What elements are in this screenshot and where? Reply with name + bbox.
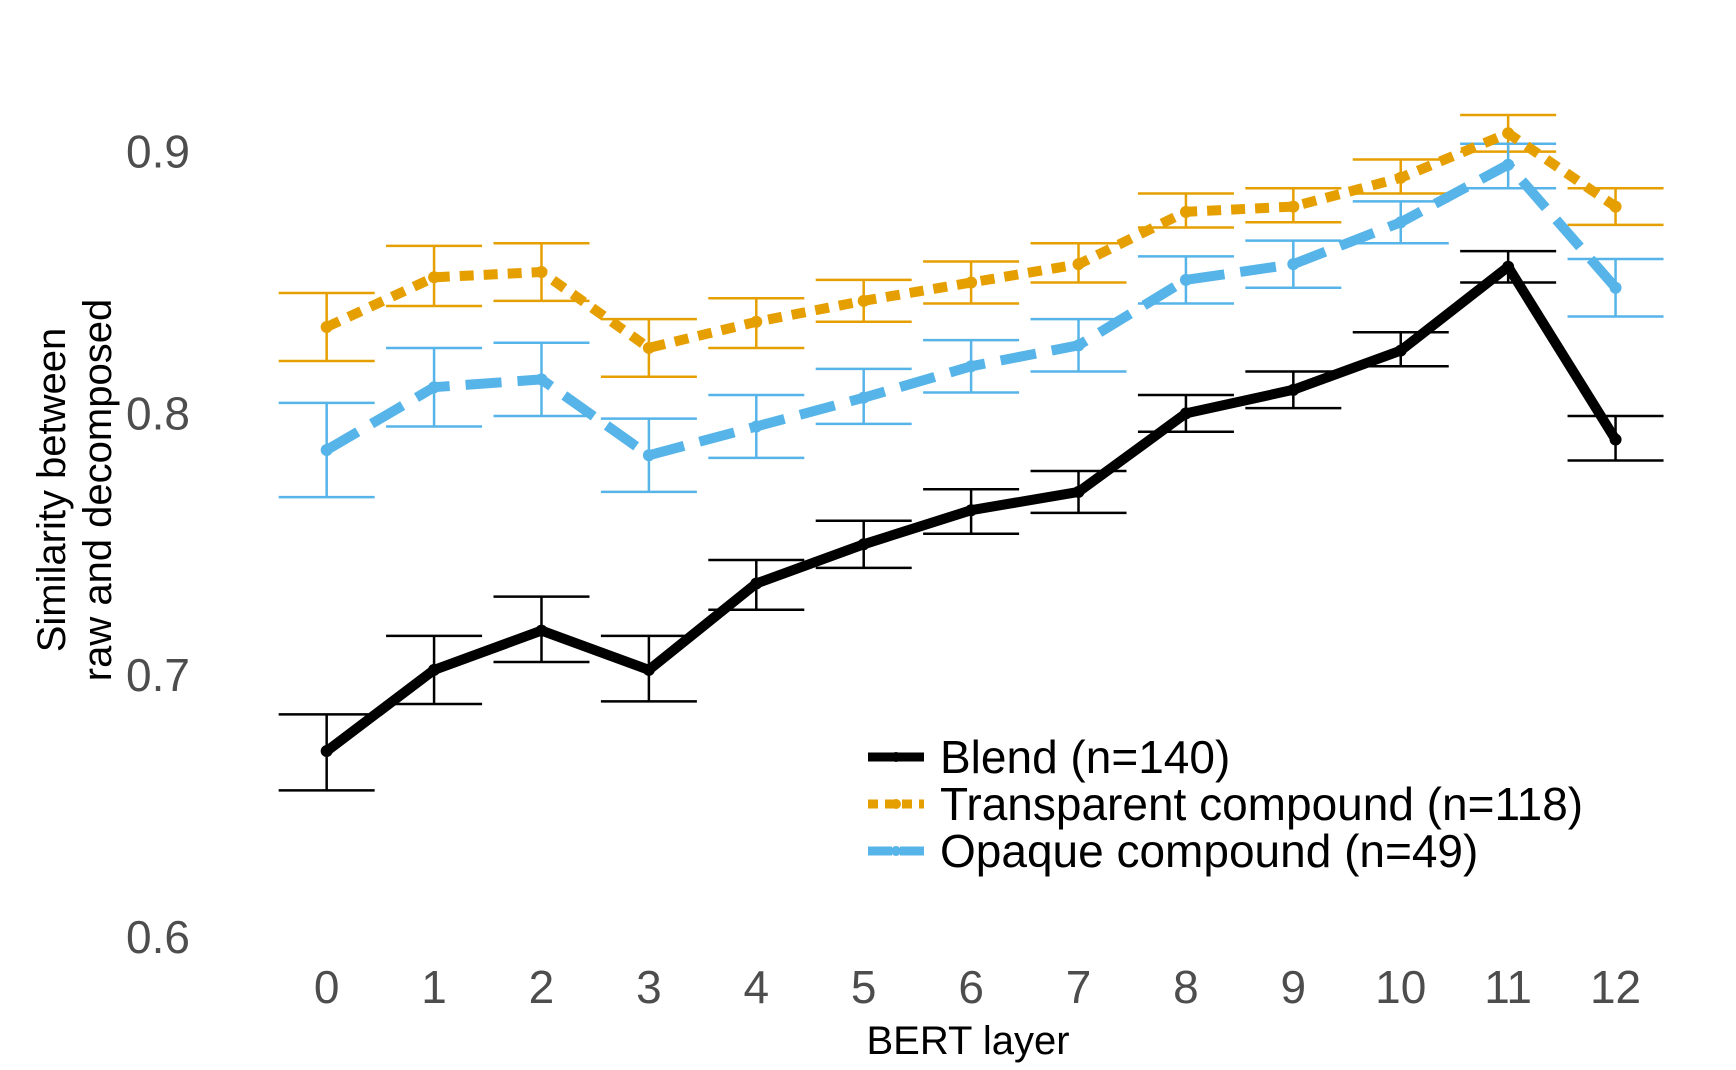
x-tick-label: 5 xyxy=(851,961,877,1013)
y-axis-title-line-2: raw and decomposed xyxy=(76,299,120,681)
data-point xyxy=(857,294,870,307)
y-tick-labels: 0.6 0.7 0.8 0.9 xyxy=(126,126,190,963)
data-point xyxy=(535,266,548,279)
legend-key-point xyxy=(891,752,901,762)
legend-label: Blend (n=140) xyxy=(940,731,1230,783)
series-0-errorbars xyxy=(278,249,1664,792)
data-point xyxy=(1502,127,1515,140)
data-point xyxy=(1287,200,1300,213)
series-1-errorbars xyxy=(278,113,1664,378)
y-axis-title: Similarity between raw and decomposed xyxy=(30,299,120,681)
series-layer xyxy=(278,113,1664,792)
y-tick-label: 0.8 xyxy=(126,387,190,439)
data-point xyxy=(857,391,870,404)
data-point xyxy=(320,745,333,758)
x-tick-label: 2 xyxy=(529,961,555,1013)
y-tick-label: 0.9 xyxy=(126,126,190,178)
series-1-points xyxy=(320,127,1622,354)
data-point xyxy=(428,381,441,394)
data-point xyxy=(1394,344,1407,357)
data-point xyxy=(1179,205,1192,218)
x-tick-label: 11 xyxy=(1484,961,1532,1013)
legend: Blend (n=140)Transparent compound (n=118… xyxy=(868,731,1583,877)
x-tick-label: 12 xyxy=(1590,961,1641,1013)
series-line-1 xyxy=(324,128,1619,353)
series-line-2 xyxy=(324,159,1620,461)
data-point xyxy=(1287,258,1300,271)
data-point xyxy=(320,321,333,333)
x-tick-label: 7 xyxy=(1066,961,1092,1013)
legend-key-point xyxy=(891,846,901,856)
legend-key-point xyxy=(891,799,901,809)
legend-label: Opaque compound (n=49) xyxy=(940,825,1478,877)
legend-item: Transparent compound (n=118) xyxy=(868,778,1583,830)
data-point xyxy=(1502,158,1515,171)
data-point xyxy=(965,360,978,373)
data-point xyxy=(750,315,763,328)
data-point xyxy=(1287,383,1300,396)
data-point xyxy=(1394,216,1407,229)
x-tick-label: 8 xyxy=(1173,961,1199,1013)
legend-item: Blend (n=140) xyxy=(868,731,1230,783)
data-point xyxy=(428,663,441,676)
x-tick-label: 4 xyxy=(743,961,769,1013)
x-tick-label: 1 xyxy=(421,961,447,1013)
x-tick-label: 10 xyxy=(1375,961,1426,1013)
x-tick-label: 6 xyxy=(958,961,984,1013)
data-point xyxy=(1179,407,1192,420)
x-tick-labels: 0 1 2 3 4 5 6 7 8 9 10 11 12 xyxy=(314,961,1641,1013)
series-0-points xyxy=(320,260,1622,758)
data-point xyxy=(1072,485,1085,498)
x-tick-label: 3 xyxy=(636,961,662,1013)
y-tick-label: 0.6 xyxy=(126,911,190,963)
legend-label: Transparent compound (n=118) xyxy=(940,778,1583,830)
data-point xyxy=(1394,171,1407,184)
data-point xyxy=(320,444,333,457)
data-point xyxy=(642,663,655,676)
data-point xyxy=(1179,273,1192,286)
data-point xyxy=(1609,433,1622,446)
data-point xyxy=(642,449,655,462)
x-tick-label: 9 xyxy=(1281,961,1307,1013)
y-axis-title-line-1: Similarity between xyxy=(30,328,74,653)
data-point xyxy=(1609,281,1622,294)
data-point xyxy=(428,271,441,284)
data-point xyxy=(750,420,763,433)
series-2-points xyxy=(320,158,1622,462)
data-point xyxy=(642,341,655,354)
y-tick-label: 0.7 xyxy=(126,649,190,701)
data-point xyxy=(750,577,763,590)
x-tick-label: 0 xyxy=(314,961,340,1013)
data-point xyxy=(965,504,978,517)
data-point xyxy=(1072,258,1085,271)
data-point xyxy=(1502,260,1515,273)
x-axis-title: BERT layer xyxy=(866,1019,1069,1063)
data-point xyxy=(1609,200,1622,213)
data-point xyxy=(857,538,870,551)
data-point xyxy=(535,624,548,637)
data-point xyxy=(965,276,978,289)
data-point xyxy=(535,373,548,386)
legend-item: Opaque compound (n=49) xyxy=(868,825,1478,877)
data-point xyxy=(1072,339,1085,352)
